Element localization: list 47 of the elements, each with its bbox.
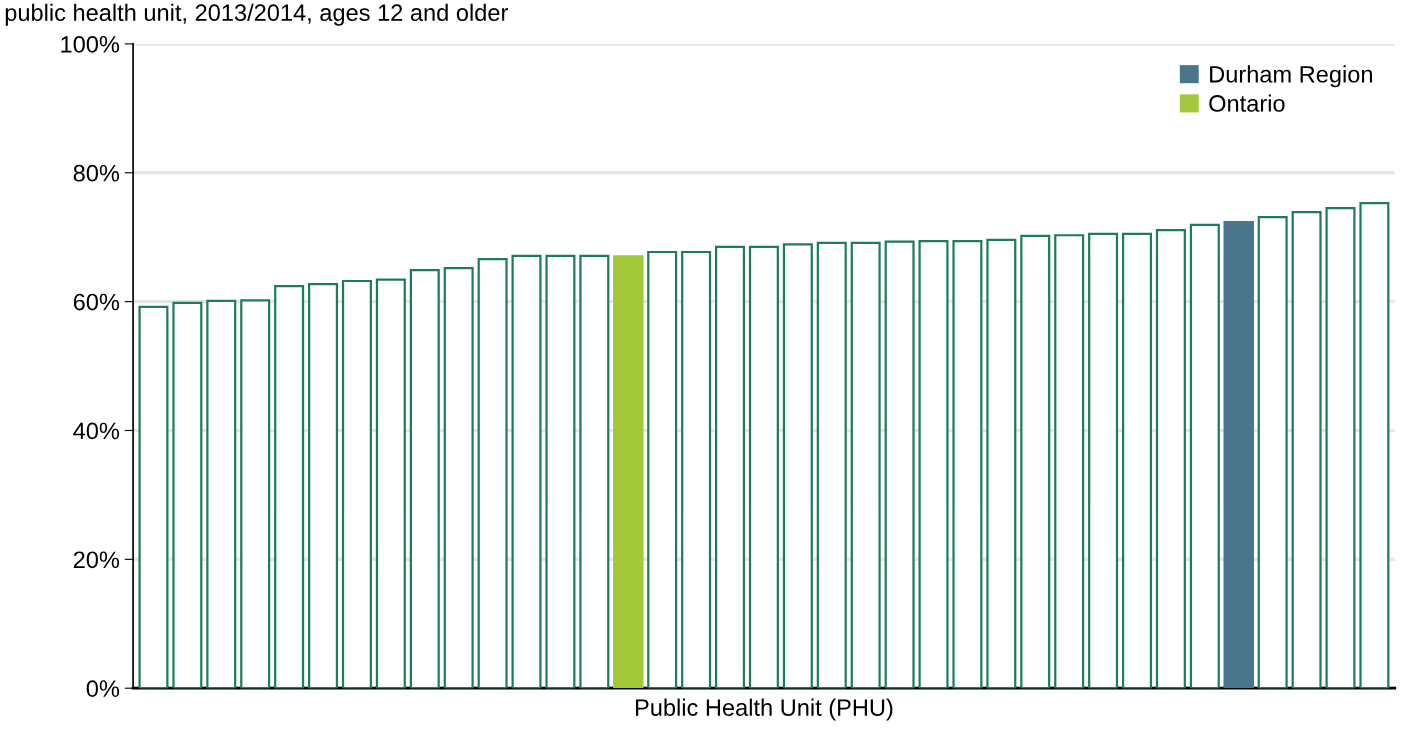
bar	[715, 245, 746, 689]
bar	[308, 283, 339, 689]
bar	[341, 279, 372, 689]
bar	[782, 243, 813, 689]
bar	[748, 245, 779, 689]
y-tick-label: 60%	[73, 293, 120, 311]
x-axis-title: Public Health Unit (PHU)	[635, 698, 893, 721]
bar	[1121, 232, 1153, 689]
bar	[1088, 232, 1119, 689]
bar	[1257, 216, 1288, 689]
bar	[1291, 210, 1322, 689]
bar	[206, 299, 237, 689]
bar	[816, 241, 847, 689]
bar	[884, 240, 915, 689]
bar	[477, 257, 508, 689]
bar	[918, 239, 949, 689]
bar	[545, 254, 576, 689]
bar	[579, 254, 610, 689]
bar	[1020, 234, 1051, 689]
bar	[511, 254, 542, 689]
bar	[138, 305, 169, 689]
bar	[647, 250, 678, 689]
bar	[443, 267, 474, 689]
y-tick-label: 40%	[73, 422, 120, 440]
bar	[1054, 234, 1085, 689]
legend-label: Durham Region	[1210, 65, 1372, 88]
bar	[172, 301, 203, 689]
legend-label: Ontario	[1209, 94, 1285, 112]
bar	[850, 241, 881, 689]
bar	[274, 285, 305, 689]
y-tick-label: 20%	[73, 551, 120, 569]
y-tick-label: 100%	[61, 35, 120, 53]
bar	[1155, 228, 1186, 689]
y-tick-label: 80%	[73, 164, 120, 182]
bar	[952, 239, 983, 689]
bar	[1359, 201, 1390, 689]
bar	[1325, 207, 1356, 689]
y-tick-label: 0%	[86, 680, 120, 697]
chart-title: public health unit, 2013/2014, ages 12 and older	[5, 3, 508, 26]
bar	[240, 299, 271, 689]
bar	[681, 250, 712, 689]
bar	[613, 255, 644, 689]
bar	[375, 278, 406, 689]
bar	[986, 238, 1017, 689]
bar	[1189, 223, 1220, 689]
bar	[409, 268, 440, 689]
bar	[1223, 221, 1255, 689]
